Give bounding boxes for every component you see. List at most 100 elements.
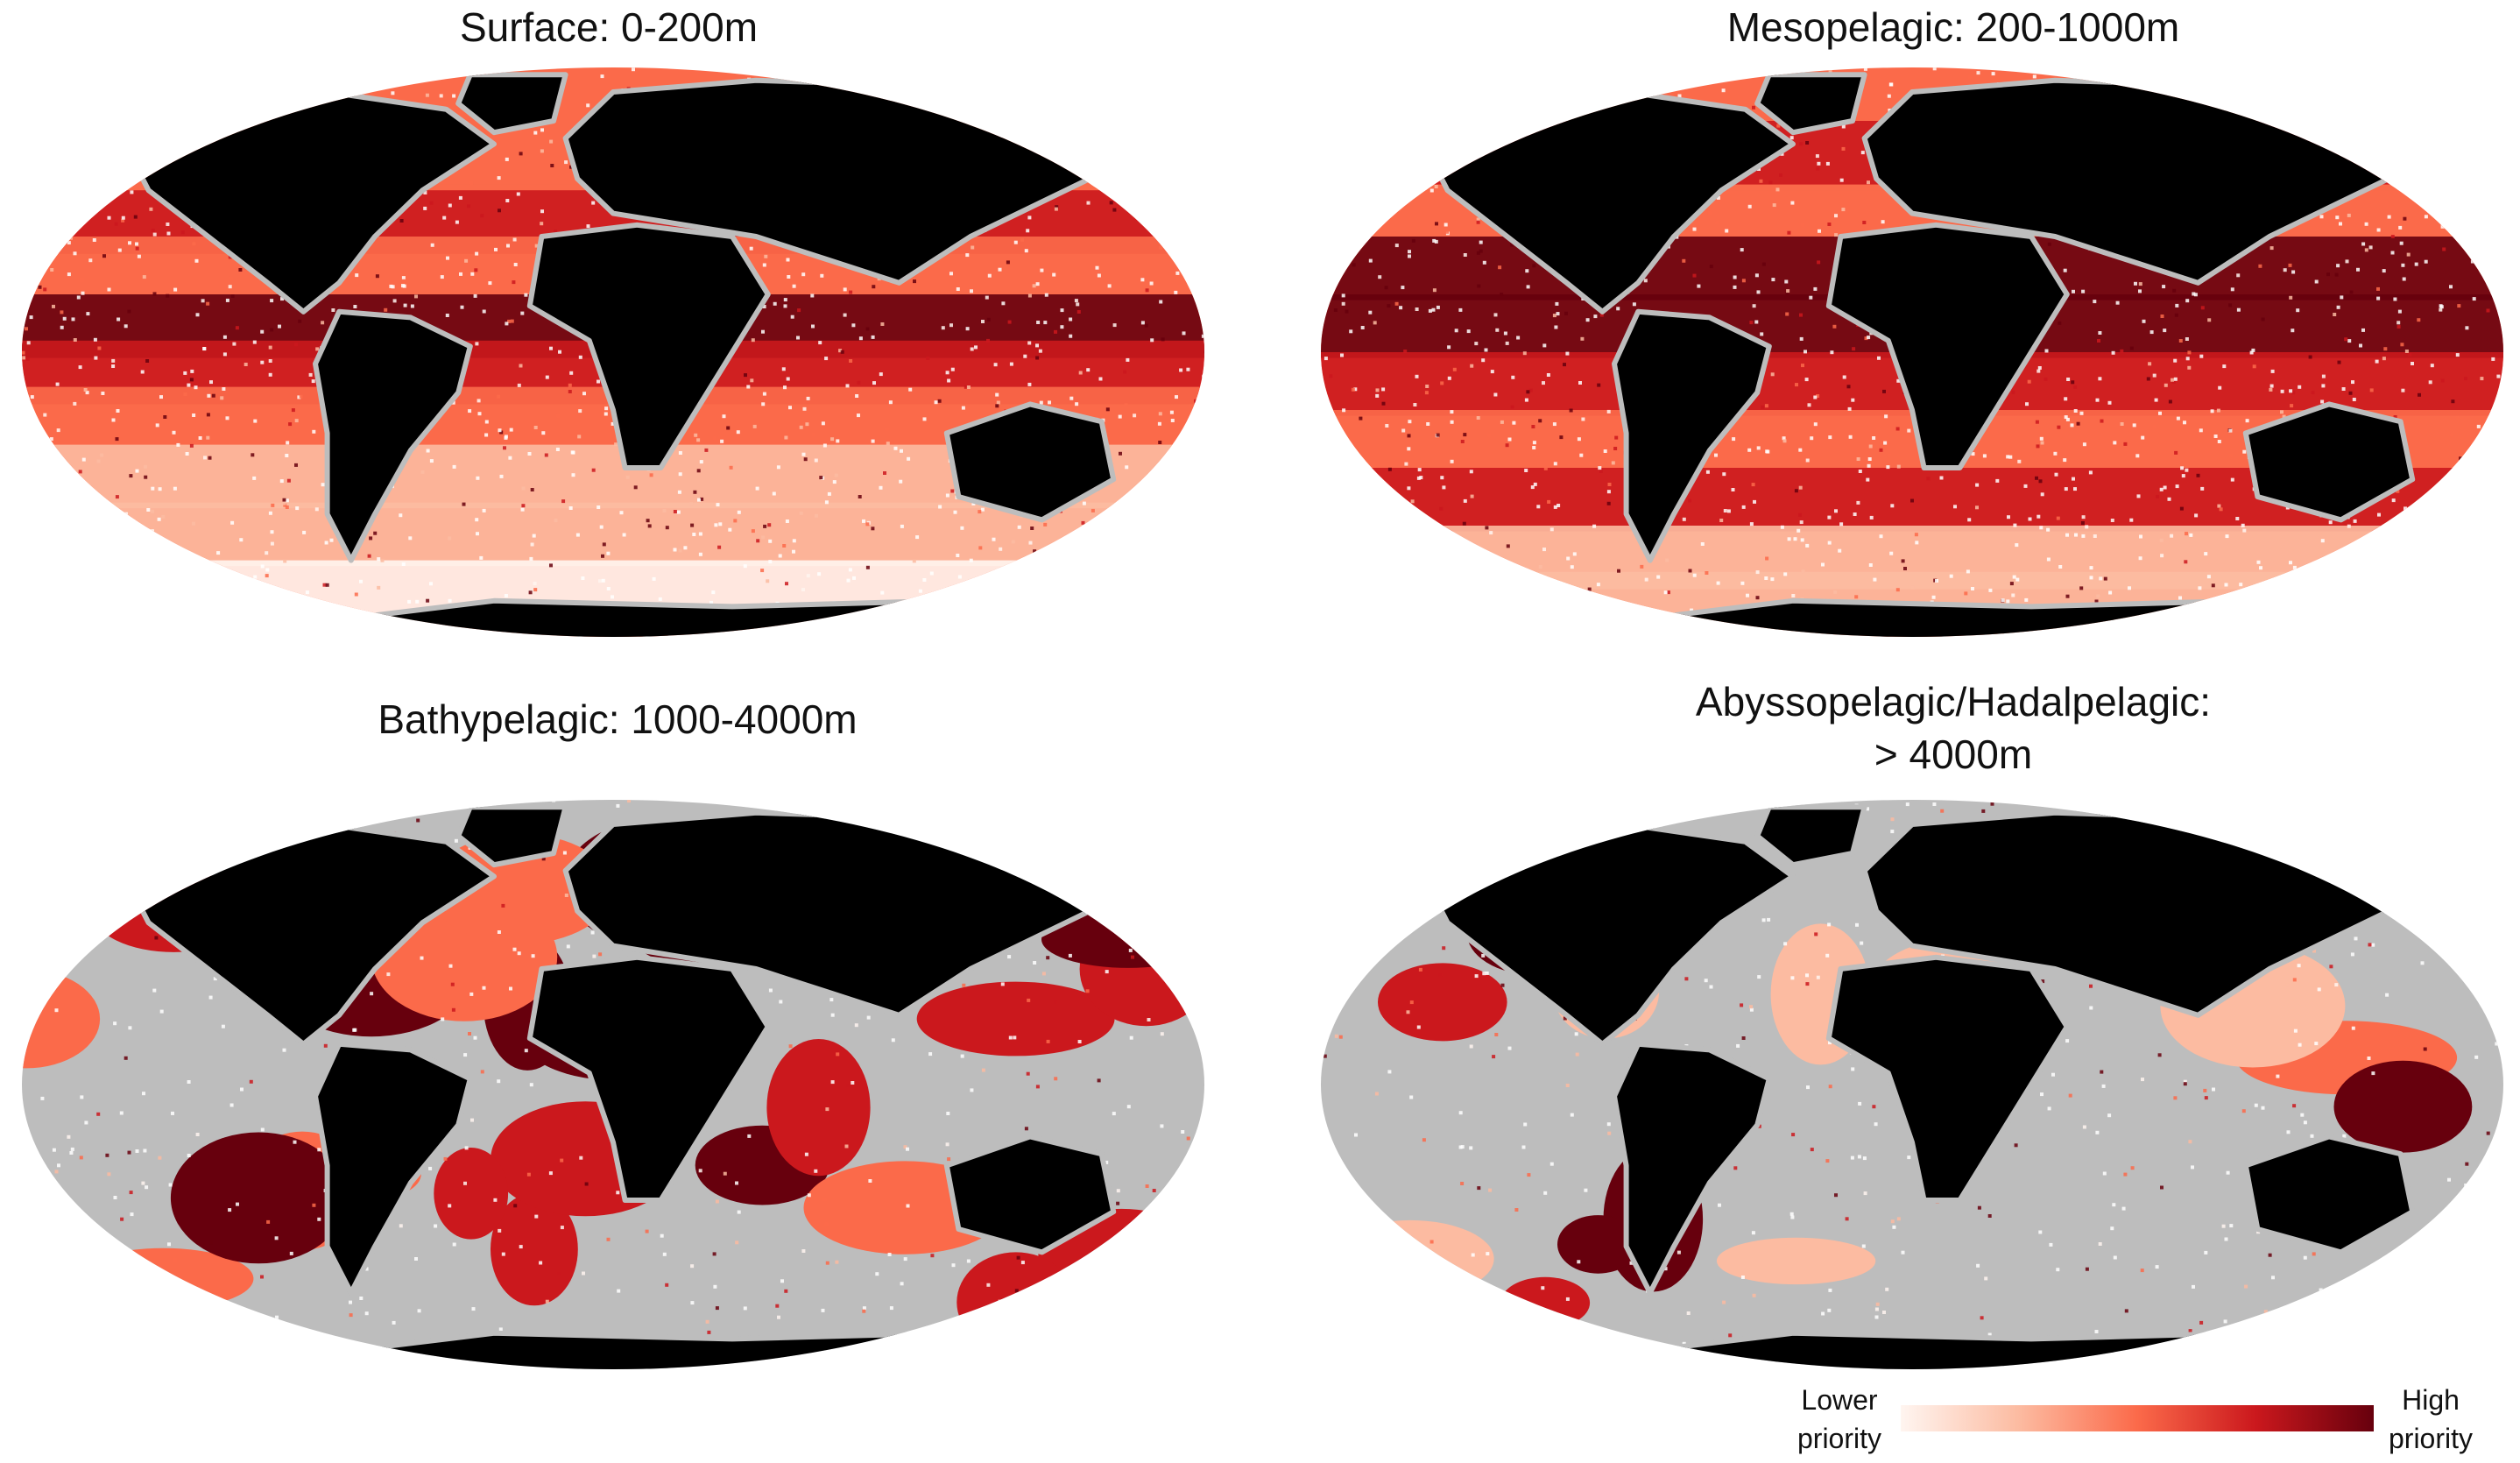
speckle [1346,215,1351,219]
speckle [1882,1311,1886,1314]
speckle [1541,618,1545,622]
speckle [1055,205,1059,209]
legend-colorbar [1901,1405,2374,1431]
speckle [2506,394,2508,398]
speckle [1935,579,1938,583]
speckle [317,1148,321,1152]
speckle [2413,1359,2418,1363]
speckle [1892,1225,1896,1229]
speckle [49,437,53,442]
speckle [1031,606,1035,611]
speckle [521,486,526,491]
speckle [879,372,883,377]
speckle [1580,336,1585,341]
speckle [1987,1214,1992,1218]
speckle [1200,95,1204,99]
landmass-greenland [1754,72,1867,136]
speckle [2065,1039,2070,1043]
speckle [2328,520,2333,525]
speckle [1139,935,1143,939]
speckle [1030,557,1034,561]
speckle [229,805,234,809]
speckle [2241,613,2246,618]
speckle [889,1306,893,1311]
speckle [458,195,462,200]
speckle [822,443,827,448]
speckle [2364,222,2368,226]
speckle [89,498,94,501]
speckle [2094,1330,2099,1333]
speckle [2340,295,2344,300]
speckle [2040,1092,2044,1097]
speckle [2499,250,2503,254]
speckle [1015,74,1020,78]
speckle [1116,1189,1120,1193]
speckle [2425,512,2430,516]
speckle [2339,222,2342,226]
speckle [2219,507,2223,512]
speckle [805,422,809,427]
speckle [2507,161,2508,165]
speckle [1097,1078,1101,1083]
speckle [1040,268,1044,272]
speckle [1321,97,1323,102]
speckle [2462,110,2467,115]
speckle [1198,170,1202,174]
speckle [445,314,449,317]
speckle [1171,1276,1175,1281]
speckle [52,304,55,308]
priority-band [22,502,1204,567]
speckle [1439,506,1444,511]
speckle [467,204,470,208]
speckle [321,321,325,325]
speckle [2251,348,2255,352]
speckle [1542,548,1546,552]
speckle [2146,377,2150,381]
speckle [1726,509,1731,513]
speckle [1368,310,1373,315]
speckle [2376,99,2381,103]
speckle [54,1170,59,1174]
speckle [190,625,194,630]
speckle [440,275,444,279]
speckle [2321,374,2326,378]
speckle [265,551,269,555]
speckle [1187,538,1191,542]
speckle [1931,595,1936,599]
speckle [717,545,722,549]
speckle [2181,625,2185,629]
speckle [945,842,949,846]
speckle [1587,587,1592,591]
speckle [2346,1354,2349,1359]
speckle [40,1096,45,1100]
speckle [391,91,395,95]
speckle [2317,987,2321,992]
speckle [1872,436,1876,440]
speckle [1783,572,1788,576]
speckle [2064,415,2068,420]
speckle [51,98,55,102]
speckle [1514,1208,1519,1212]
speckle [1453,135,1458,139]
speckle [1317,321,1321,324]
speckle [1559,435,1564,440]
speckle [1782,439,1787,443]
speckle [364,1267,369,1271]
speckle [2088,804,2093,809]
speckle [1073,1361,1077,1366]
speckle [1511,375,1515,379]
speckle [1041,566,1046,569]
speckle [1389,1357,1394,1361]
speckle [683,546,688,550]
speckle [1119,451,1122,456]
speckle [568,506,573,510]
speckle [877,89,881,94]
speckle [1189,404,1193,408]
speckle [2102,1171,2107,1176]
speckle [268,359,272,363]
speckle [283,1371,286,1374]
speckle [1044,293,1048,297]
speckle [209,380,213,385]
speckle [2289,561,2292,565]
speckle [189,589,194,593]
